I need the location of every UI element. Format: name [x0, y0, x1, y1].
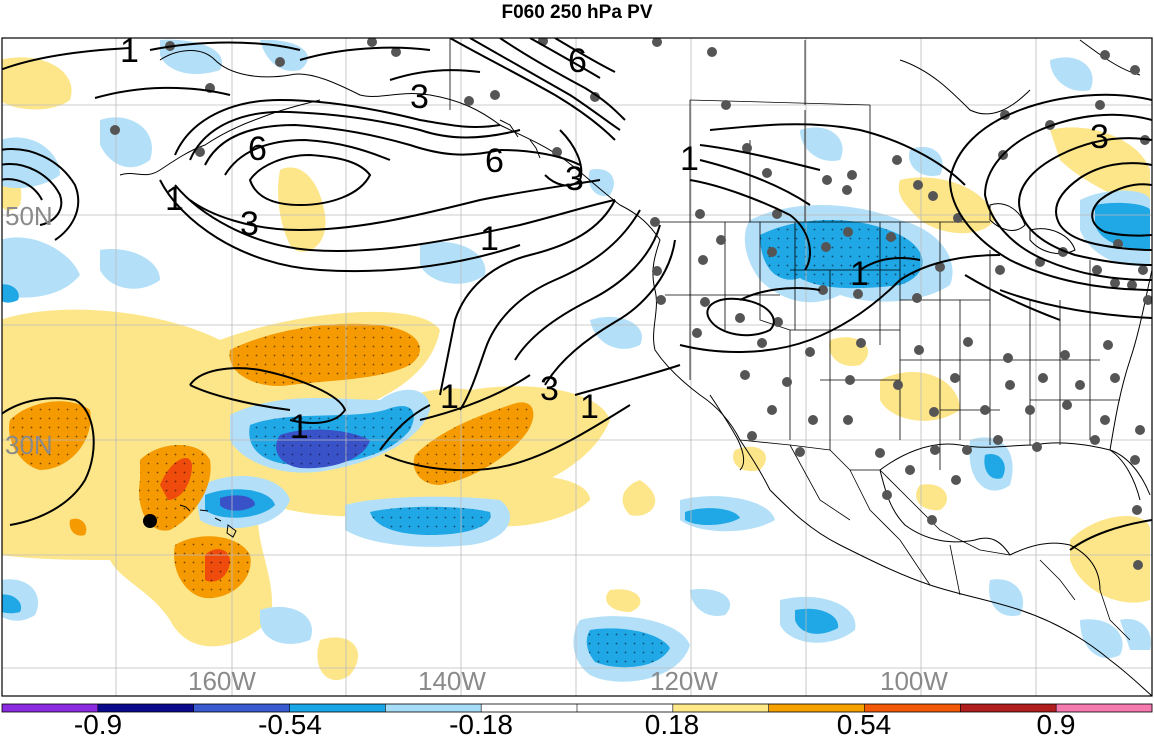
colorbar-segment — [864, 704, 961, 712]
contour-label: 6 — [485, 142, 504, 180]
colorbar-tick-label: -0.54 — [258, 709, 322, 739]
longitude-label-140w: 140W — [418, 666, 486, 696]
colorbar-tick-label: 0.18 — [645, 709, 700, 739]
latitude-label-50n: 50N — [5, 201, 53, 231]
pv-anomaly-fill — [2, 39, 1151, 682]
political-borders — [449, 38, 1131, 641]
contour-label: 3 — [240, 205, 259, 243]
contour-label: 1 — [290, 408, 309, 446]
longitude-label-120w: 120W — [650, 666, 718, 696]
contour-label: 1 — [680, 140, 699, 178]
contour-label: 1 — [120, 32, 139, 70]
colorbar-labels: -0.9 -0.54 -0.18 0.18 0.54 0.9 — [74, 709, 1076, 739]
contour-labels: 1 1 1 1 1 1 1 3 3 3 3 3 6 6 6 1 — [120, 32, 1109, 446]
map-title: F060 250 hPa PV — [501, 2, 653, 23]
latitude-label-30n: 30N — [5, 430, 53, 460]
contour-label: 6 — [248, 130, 267, 168]
colorbar-segment — [481, 704, 578, 712]
contour-label: 1 — [850, 255, 869, 293]
colorbar-segment — [385, 704, 482, 712]
colorbar-tick-label: -0.18 — [449, 709, 513, 739]
colorbar-segment — [672, 704, 770, 712]
colorbar-segment — [960, 704, 1057, 712]
colorbar-segment — [1056, 704, 1153, 712]
coastlines — [119, 39, 1152, 696]
colorbar — [1, 703, 1153, 713]
colorbar-tick-label: 0.9 — [1037, 709, 1076, 739]
contour-label: 3 — [1090, 118, 1109, 156]
map-frame — [1, 37, 1153, 697]
contour-label: 1 — [580, 388, 599, 426]
colorbar-segment — [289, 704, 386, 712]
colorbar-segment — [2, 704, 99, 712]
longitude-label-160w: 160W — [188, 666, 256, 696]
longitude-label-100w: 100W — [880, 666, 948, 696]
contour-label: 3 — [410, 78, 429, 116]
colorbar-segment — [577, 704, 674, 712]
contour-label: 1 — [165, 180, 184, 218]
contour-label: 3 — [565, 160, 584, 198]
colorbar-tick-label: -0.9 — [74, 709, 122, 739]
colorbar-segment — [193, 704, 290, 712]
contour-label: 1 — [480, 220, 499, 258]
contour-label: 3 — [540, 370, 559, 408]
pv-contours — [2, 38, 1152, 551]
contour-label: 1 — [440, 378, 459, 416]
marker-dot — [143, 514, 157, 528]
contour-label: 6 — [568, 42, 587, 80]
axis-labels: 50N 30N 160W 140W 120W 100W — [5, 201, 948, 696]
colorbar-segment — [768, 704, 865, 712]
colorbar-tick-label: 0.54 — [837, 709, 892, 739]
station-dots — [110, 38, 1152, 570]
colorbar-segment — [97, 704, 195, 712]
